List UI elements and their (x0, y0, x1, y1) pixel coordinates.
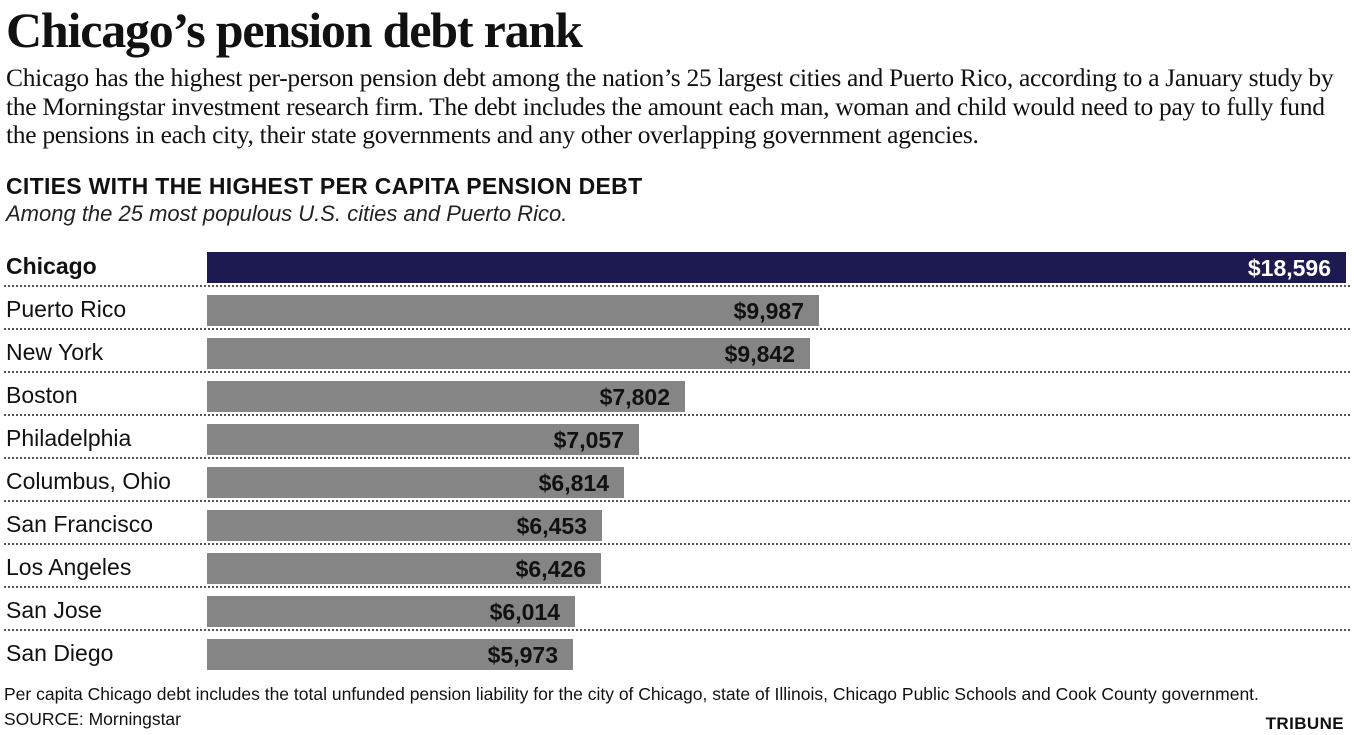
bar (207, 424, 639, 455)
value-label: $5,973 (487, 642, 558, 668)
category-label: San Francisco (6, 511, 154, 537)
row-divider (4, 285, 1350, 287)
bar (207, 467, 624, 498)
row-divider (4, 586, 1350, 588)
value-label: $6,814 (538, 470, 609, 496)
bar-row-boston: Boston $7,802 (0, 373, 1354, 416)
category-label: Los Angeles (6, 554, 132, 580)
bar-row-san-diego: San Diego $5,973 (0, 631, 1354, 674)
bar (207, 295, 819, 326)
category-label: San Diego (6, 640, 114, 666)
bar-row-san-jose: San Jose $6,014 (0, 588, 1354, 631)
row-divider (4, 371, 1350, 373)
bar (207, 639, 573, 670)
chart-subtitle: Among the 25 most populous U.S. cities a… (6, 201, 568, 226)
bar (207, 381, 685, 412)
value-label: $6,014 (489, 599, 560, 625)
category-label: Boston (6, 382, 78, 408)
row-divider (4, 543, 1350, 545)
intro-paragraph: Chicago has the highest per-person pensi… (6, 63, 1334, 149)
category-label: San Jose (6, 597, 102, 623)
bar-row-new-york: New York $9,842 (0, 330, 1354, 373)
value-label: $9,842 (724, 341, 795, 367)
bar-row-chicago: Chicago $18,596 (0, 244, 1354, 287)
headline: Chicago’s pension debt rank (6, 2, 583, 58)
chart-title: CITIES WITH THE HIGHEST PER CAPITA PENSI… (6, 173, 643, 199)
row-divider (4, 500, 1350, 502)
bar-chart: Chicago $18,596 Puerto Rico $9,987 New York $… (0, 244, 1354, 676)
bar-row-philadelphia: Philadelphia $7,057 (0, 416, 1354, 459)
bar-row-los-angeles: Los Angeles $6,426 (0, 545, 1354, 588)
value-label: $18,596 (1247, 255, 1331, 281)
bar-row-puerto-rico: Puerto Rico $9,987 (0, 287, 1354, 330)
source-line: SOURCE: Morningstar (4, 709, 181, 729)
value-label: $6,426 (515, 556, 586, 582)
row-divider (4, 629, 1350, 631)
credit-line: TRIBUNE (1265, 714, 1344, 733)
footnote: Per capita Chicago debt includes the tot… (4, 684, 1259, 704)
bar (207, 510, 602, 541)
bar (207, 596, 575, 627)
bar-row-san-francisco: San Francisco $6,453 (0, 502, 1354, 545)
category-label: Puerto Rico (6, 296, 127, 322)
bar (207, 338, 810, 369)
category-label: Columbus, Ohio (6, 468, 171, 494)
row-divider (4, 457, 1350, 459)
category-label: New York (6, 339, 104, 365)
value-label: $7,802 (599, 384, 670, 410)
value-label: $9,987 (733, 298, 804, 324)
bar-row-columbus-ohio: Columbus, Ohio $6,814 (0, 459, 1354, 502)
category-label: Philadelphia (6, 425, 132, 451)
row-divider (4, 328, 1350, 330)
value-label: $7,057 (553, 427, 624, 453)
bar (207, 252, 1346, 283)
value-label: $6,453 (516, 513, 587, 539)
category-label: Chicago (6, 253, 97, 279)
row-divider (4, 414, 1350, 416)
bar (207, 553, 601, 584)
